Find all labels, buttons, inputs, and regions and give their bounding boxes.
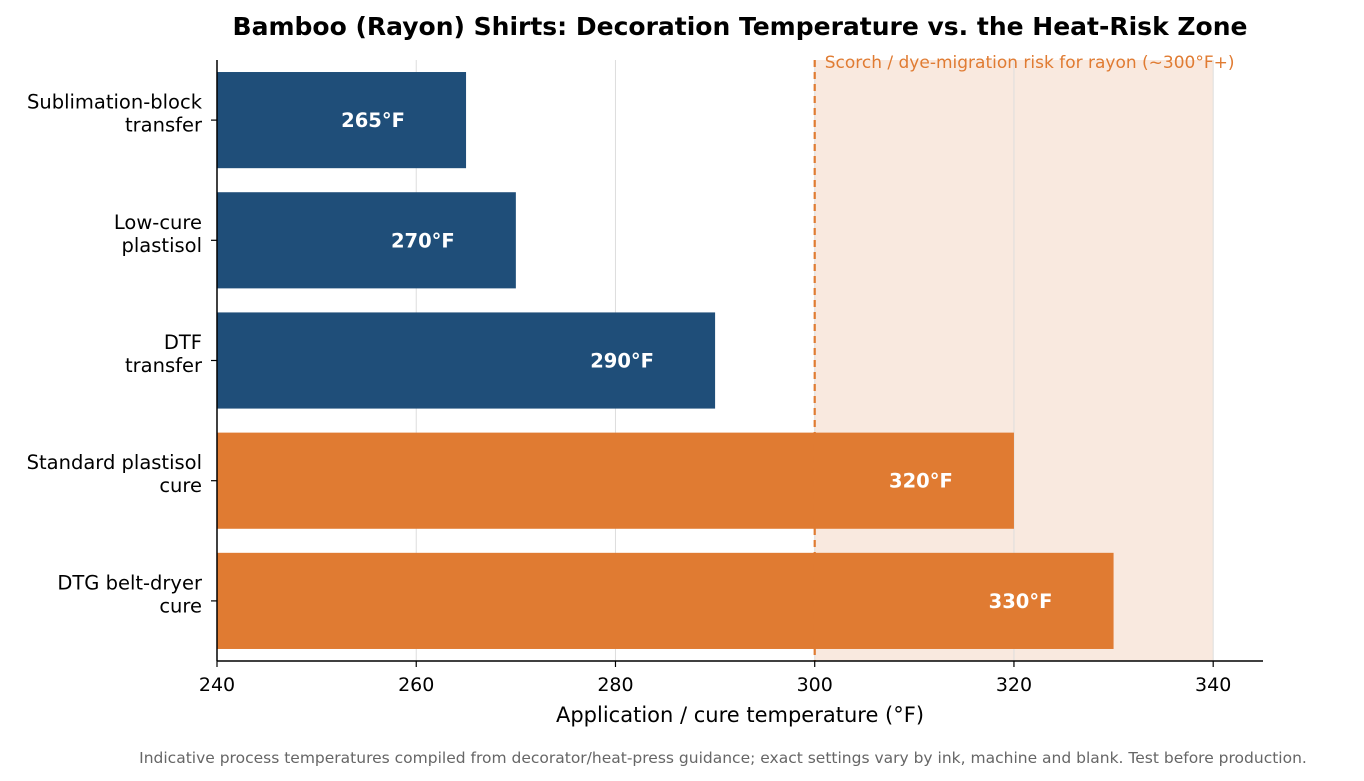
bar-value-label: 330°F [989, 590, 1053, 613]
bar-value-label: 270°F [391, 229, 455, 252]
category-label: Sublimation-block transfer [27, 91, 203, 137]
category-label-line: cure [159, 594, 202, 617]
category-label-line: Low-cure [114, 211, 202, 234]
x-tick-label: 240 [199, 674, 235, 696]
category-label-line: Sublimation-block [27, 91, 203, 114]
category-label: DTG belt-dryer cure [57, 571, 203, 617]
x-tick-label: 300 [797, 674, 833, 696]
bar [217, 192, 516, 289]
bar [217, 552, 1114, 649]
x-tick-label: 320 [996, 674, 1032, 696]
category-label-line: transfer [125, 114, 203, 137]
chart-title: Bamboo (Rayon) Shirts: Decoration Temper… [233, 12, 1248, 41]
category-label-line: DTG belt-dryer [57, 571, 203, 594]
bars [217, 72, 1114, 649]
bar-value-label: 265°F [341, 109, 405, 132]
bar [217, 432, 1014, 529]
x-tick-label: 260 [398, 674, 434, 696]
threshold-layer: Scorch / dye-migration risk for rayon (~… [813, 53, 1235, 661]
x-axis-title: Application / cure temperature (°F) [556, 703, 924, 727]
axes: 240 260 280 300 320 340 [199, 60, 1263, 696]
bar [217, 312, 716, 409]
category-label: Standard plastisol cure [27, 451, 202, 497]
category-label-line: transfer [125, 354, 203, 377]
category-label-line: plastisol [122, 234, 202, 257]
category-label: DTF transfer [125, 331, 203, 377]
bar-value-label: 320°F [889, 470, 953, 493]
category-label-line: cure [159, 474, 202, 497]
category-label-line: Standard plastisol [27, 451, 202, 474]
bar [217, 72, 467, 169]
risk-zone-label: Scorch / dye-migration risk for rayon (~… [825, 53, 1235, 73]
bar-value-label: 290°F [590, 350, 654, 373]
x-tick-label: 340 [1195, 674, 1231, 696]
category-label: Low-cure plastisol [114, 211, 202, 257]
footnote: Indicative process temperatures compiled… [139, 749, 1307, 767]
x-tick-label: 280 [597, 674, 633, 696]
category-label-line: DTF [164, 331, 202, 354]
